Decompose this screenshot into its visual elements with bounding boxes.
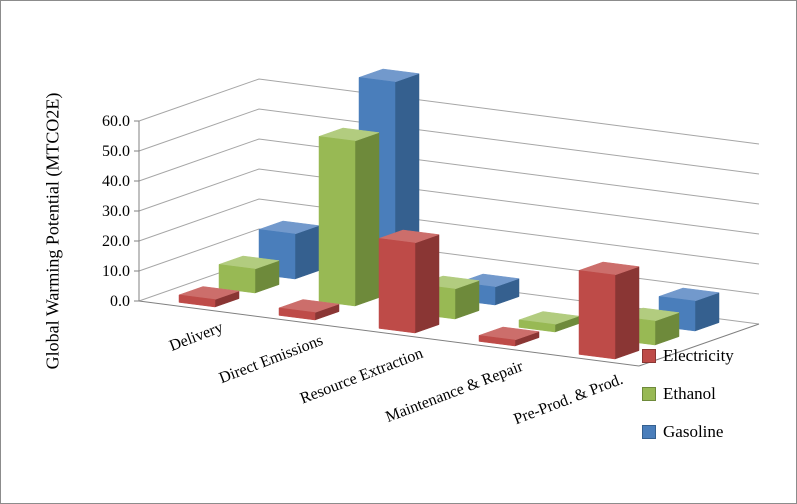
legend-item-gasoline: Gasoline — [642, 413, 734, 451]
bar-electricity-pre-prod-prod — [578, 261, 640, 360]
bar-ethanol-direct-emissions — [318, 127, 380, 307]
y-tick-label-40: 40.0 — [102, 173, 130, 190]
bar-front-face — [278, 307, 316, 321]
bar-side-face — [354, 132, 380, 307]
y-axis-tick-labels: 0.0 10.0 20.0 30.0 40.0 50.0 60.0 — [102, 113, 139, 310]
category-label-direct-emissions: Direct Emissions — [217, 332, 326, 387]
bar-electricity-direct-emissions — [278, 299, 340, 321]
bar-front-face — [378, 238, 416, 334]
bar-electricity-delivery — [178, 286, 240, 308]
bar-side-face — [614, 266, 640, 360]
y-tick-label-60: 60.0 — [102, 113, 130, 130]
legend-swatch-gasoline-icon — [642, 425, 656, 439]
y-tick-label-0: 0.0 — [110, 293, 130, 310]
y-tick-label-20: 20.0 — [102, 233, 130, 250]
legend-swatch-electricity-icon — [642, 349, 656, 363]
floor-right-edge — [638, 323, 760, 367]
category-label-delivery: Delivery — [167, 319, 225, 355]
category-label-pre-prod-prod: Pre-Prod. & Prod. — [511, 371, 625, 428]
gridline-20 — [138, 198, 760, 265]
legend-label-ethanol: Ethanol — [663, 384, 716, 403]
legend-item-ethanol: Ethanol — [642, 375, 734, 413]
bar-side-face — [414, 234, 440, 334]
bar-front-face — [178, 294, 216, 308]
y-tick-label-30: 30.0 — [102, 203, 130, 220]
bar-ethanol-maintenance-repair — [518, 311, 580, 333]
bar-ethanol-delivery — [218, 255, 280, 294]
bar-front-face — [578, 270, 616, 360]
legend-item-electricity: Electricity — [642, 337, 734, 375]
legend-label-gasoline: Gasoline — [663, 422, 724, 441]
bar-front-face — [478, 335, 516, 347]
y-tick-label-50: 50.0 — [102, 143, 130, 160]
bar-side-face — [294, 225, 320, 280]
gridline-60 — [138, 78, 760, 145]
legend-label-electricity: Electricity — [663, 346, 734, 365]
gridline-50 — [138, 108, 760, 175]
category-axis-line — [138, 300, 640, 367]
gridline-40 — [138, 138, 760, 205]
bars — [178, 68, 720, 360]
legend-swatch-ethanol-icon — [642, 387, 656, 401]
y-tick-label-10: 10.0 — [102, 263, 130, 280]
bar-front-face — [318, 136, 356, 307]
chart-legend: Electricity Ethanol Gasoline — [642, 337, 734, 451]
bar-electricity-maintenance-repair — [478, 326, 540, 347]
category-label-resource-extraction: Resource Extraction — [298, 345, 426, 408]
bar-electricity-resource-extraction — [378, 229, 440, 334]
bar-front-face — [518, 319, 556, 333]
bar-front-face — [218, 264, 256, 294]
gridline-30 — [138, 168, 760, 235]
